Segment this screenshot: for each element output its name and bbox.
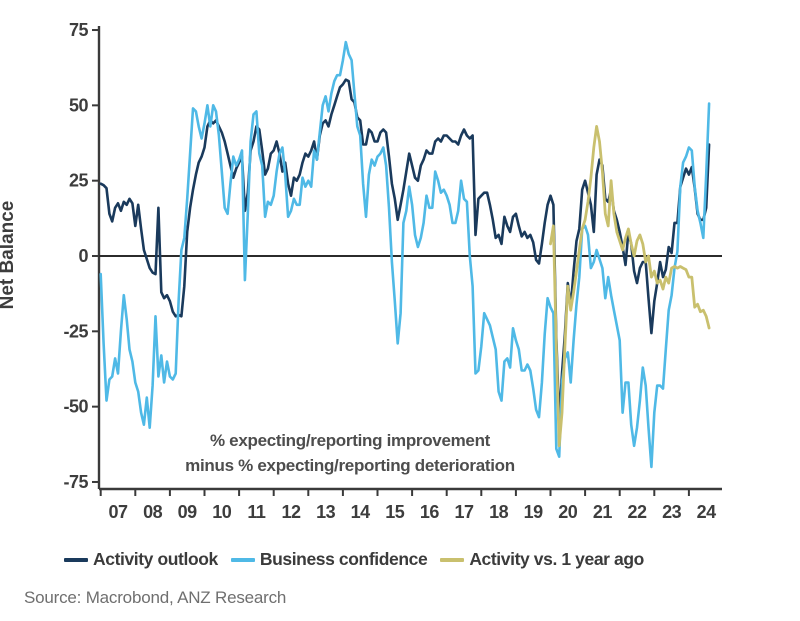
source-attribution: Source: Macrobond, ANZ Research (24, 588, 287, 607)
activity-outlook-line-swatch-icon (64, 557, 88, 562)
y-axis-title-text: Net Balance (0, 200, 18, 310)
series-line-business-confidence (99, 40, 711, 469)
series-line-activity-vs-1-year-ago (549, 125, 711, 448)
business-confidence-line-swatch-icon (230, 557, 255, 562)
x-tick-label: 14 (351, 502, 371, 522)
legend-item-business-confidence: Business confidence (230, 549, 428, 570)
x-tick-label: 07 (108, 502, 128, 522)
x-tick-label: 11 (247, 502, 266, 522)
legend-item-activity-vs-1-year-ago: Activity vs. 1 year ago (440, 549, 644, 570)
series-line-activity-outlook (99, 78, 711, 424)
x-tick-label: 21 (593, 502, 613, 522)
x-tick-label: 09 (178, 502, 198, 522)
legend-label-activity-outlook: Activity outlook (93, 549, 218, 569)
annotation-line-2: minus % expecting/reporting deterioratio… (185, 456, 515, 475)
legend-label-activity-vs-1-year-ago: Activity vs. 1 year ago (469, 549, 644, 569)
x-tick-label: 20 (558, 502, 578, 522)
chart-annotation: % expecting/reporting improvement minus … (110, 428, 590, 478)
y-tick-label: 25 (69, 171, 89, 191)
y-tick-label: -50 (63, 397, 88, 417)
y-tick-label: 75 (69, 20, 89, 40)
annotation-line-1: % expecting/reporting improvement (209, 431, 491, 450)
x-tick-label: 23 (662, 502, 682, 522)
y-tick-label: -25 (63, 321, 88, 341)
y-tick-label: 0 (78, 246, 88, 266)
x-tick-label: 24 (697, 502, 717, 522)
chart-legend: Activity outlook Business confidence Act… (64, 549, 644, 570)
x-tick-label: 17 (454, 502, 474, 522)
x-tick-label: 10 (212, 502, 232, 522)
x-tick-label: 22 (627, 502, 647, 522)
legend-label-business-confidence: Business confidence (259, 549, 428, 569)
x-tick-label: 16 (420, 502, 440, 522)
x-tick-label: 15 (385, 502, 405, 522)
activity-vs-1-year-ago-line-swatch-icon (440, 557, 465, 562)
x-tick-label: 12 (281, 502, 301, 522)
y-tick-label: 50 (69, 95, 89, 115)
y-tick-label: -75 (63, 472, 88, 492)
legend-item-activity-outlook: Activity outlook (64, 549, 218, 570)
x-tick-label: 18 (489, 502, 509, 522)
x-tick-label: 13 (316, 502, 336, 522)
x-tick-label: 08 (143, 502, 163, 522)
x-tick-label: 19 (524, 502, 544, 522)
